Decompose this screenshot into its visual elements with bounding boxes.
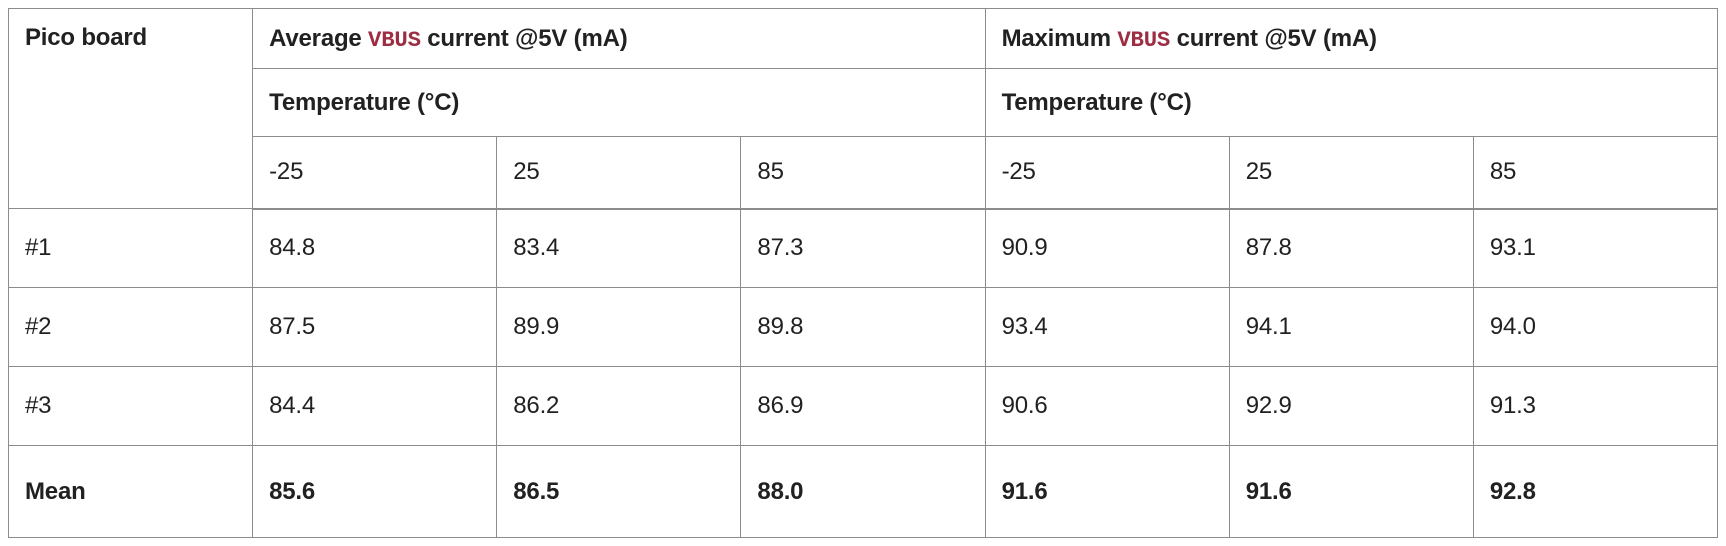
cell-value: 87.5 (252, 287, 498, 367)
cell-value-mean: 85.6 (252, 445, 498, 538)
cell-value: 94.0 (1472, 287, 1719, 367)
temperature-subheader-row: Temperature (°C) Temperature (°C) (9, 68, 1719, 137)
cell-value: 86.9 (740, 366, 986, 446)
table-row-mean: Mean 85.6 86.5 88.0 91.6 91.6 92.8 (7, 445, 1719, 538)
group-header-average: Average VBUS current @5V (mA) (252, 8, 986, 69)
cell-value: 87.3 (740, 208, 986, 288)
cell-value: 94.1 (1228, 287, 1474, 367)
table-row-board-3: #3 84.4 86.2 86.9 90.6 92.9 91.3 (7, 366, 1719, 446)
table-row-board-2: #2 87.5 89.9 89.8 93.4 94.1 94.0 (7, 287, 1719, 367)
group-header-maximum-prefix: Maximum (1001, 24, 1111, 52)
row-label: #2 (7, 287, 254, 367)
vbus-current-table: Pico board Average VBUS current @5V (mA)… (7, 8, 1719, 538)
cell-value-mean: 88.0 (740, 445, 986, 538)
temp-max-col-2: 25 (1228, 136, 1474, 210)
row-label: #3 (7, 366, 254, 446)
cell-value: 89.8 (740, 287, 986, 367)
group-header-maximum: Maximum VBUS current @5V (mA) (984, 8, 1719, 69)
group-header-maximum-suffix: current @5V (mA) (1176, 24, 1377, 52)
temp-max-col-3: 85 (1472, 136, 1719, 210)
cell-value-mean: 91.6 (1228, 445, 1474, 538)
cell-value: 90.6 (984, 366, 1230, 446)
vbus-code-average: VBUS (368, 26, 421, 53)
cell-value: 90.9 (984, 208, 1230, 288)
cell-value: 83.4 (496, 208, 742, 288)
group-header-row: Pico board Average VBUS current @5V (mA)… (7, 8, 1719, 209)
vbus-code-maximum: VBUS (1117, 26, 1171, 53)
temp-avg-col-2: 25 (496, 136, 742, 210)
row-label: #1 (7, 208, 254, 288)
cell-value-mean: 92.8 (1472, 445, 1719, 538)
cell-value: 93.1 (1472, 208, 1719, 288)
temp-avg-col-1: -25 (252, 136, 498, 210)
group-header-average-prefix: Average (269, 24, 362, 52)
cell-value: 84.4 (252, 366, 498, 446)
temperature-subheader-average: Temperature (°C) (252, 68, 986, 137)
temperature-values-row: -25 25 85 -25 25 85 (9, 136, 1719, 210)
corner-header-pico-board: Pico board (7, 8, 254, 209)
temp-max-col-1: -25 (984, 136, 1230, 210)
temperature-subheader-maximum: Temperature (°C) (984, 68, 1719, 137)
cell-value: 93.4 (984, 287, 1230, 367)
cell-value-mean: 86.5 (496, 445, 742, 538)
cell-value: 89.9 (496, 287, 742, 367)
cell-value: 87.8 (1228, 208, 1474, 288)
cell-value: 84.8 (252, 208, 498, 288)
cell-value: 86.2 (496, 366, 742, 446)
cell-value-mean: 91.6 (984, 445, 1230, 538)
cell-value: 91.3 (1472, 366, 1719, 446)
cell-value: 92.9 (1228, 366, 1474, 446)
table-row-board-1: #1 84.8 83.4 87.3 90.9 87.8 93.1 (7, 208, 1719, 288)
row-label-mean: Mean (7, 445, 254, 538)
group-header-average-suffix: current @5V (mA) (427, 24, 628, 52)
temp-avg-col-3: 85 (740, 136, 986, 210)
